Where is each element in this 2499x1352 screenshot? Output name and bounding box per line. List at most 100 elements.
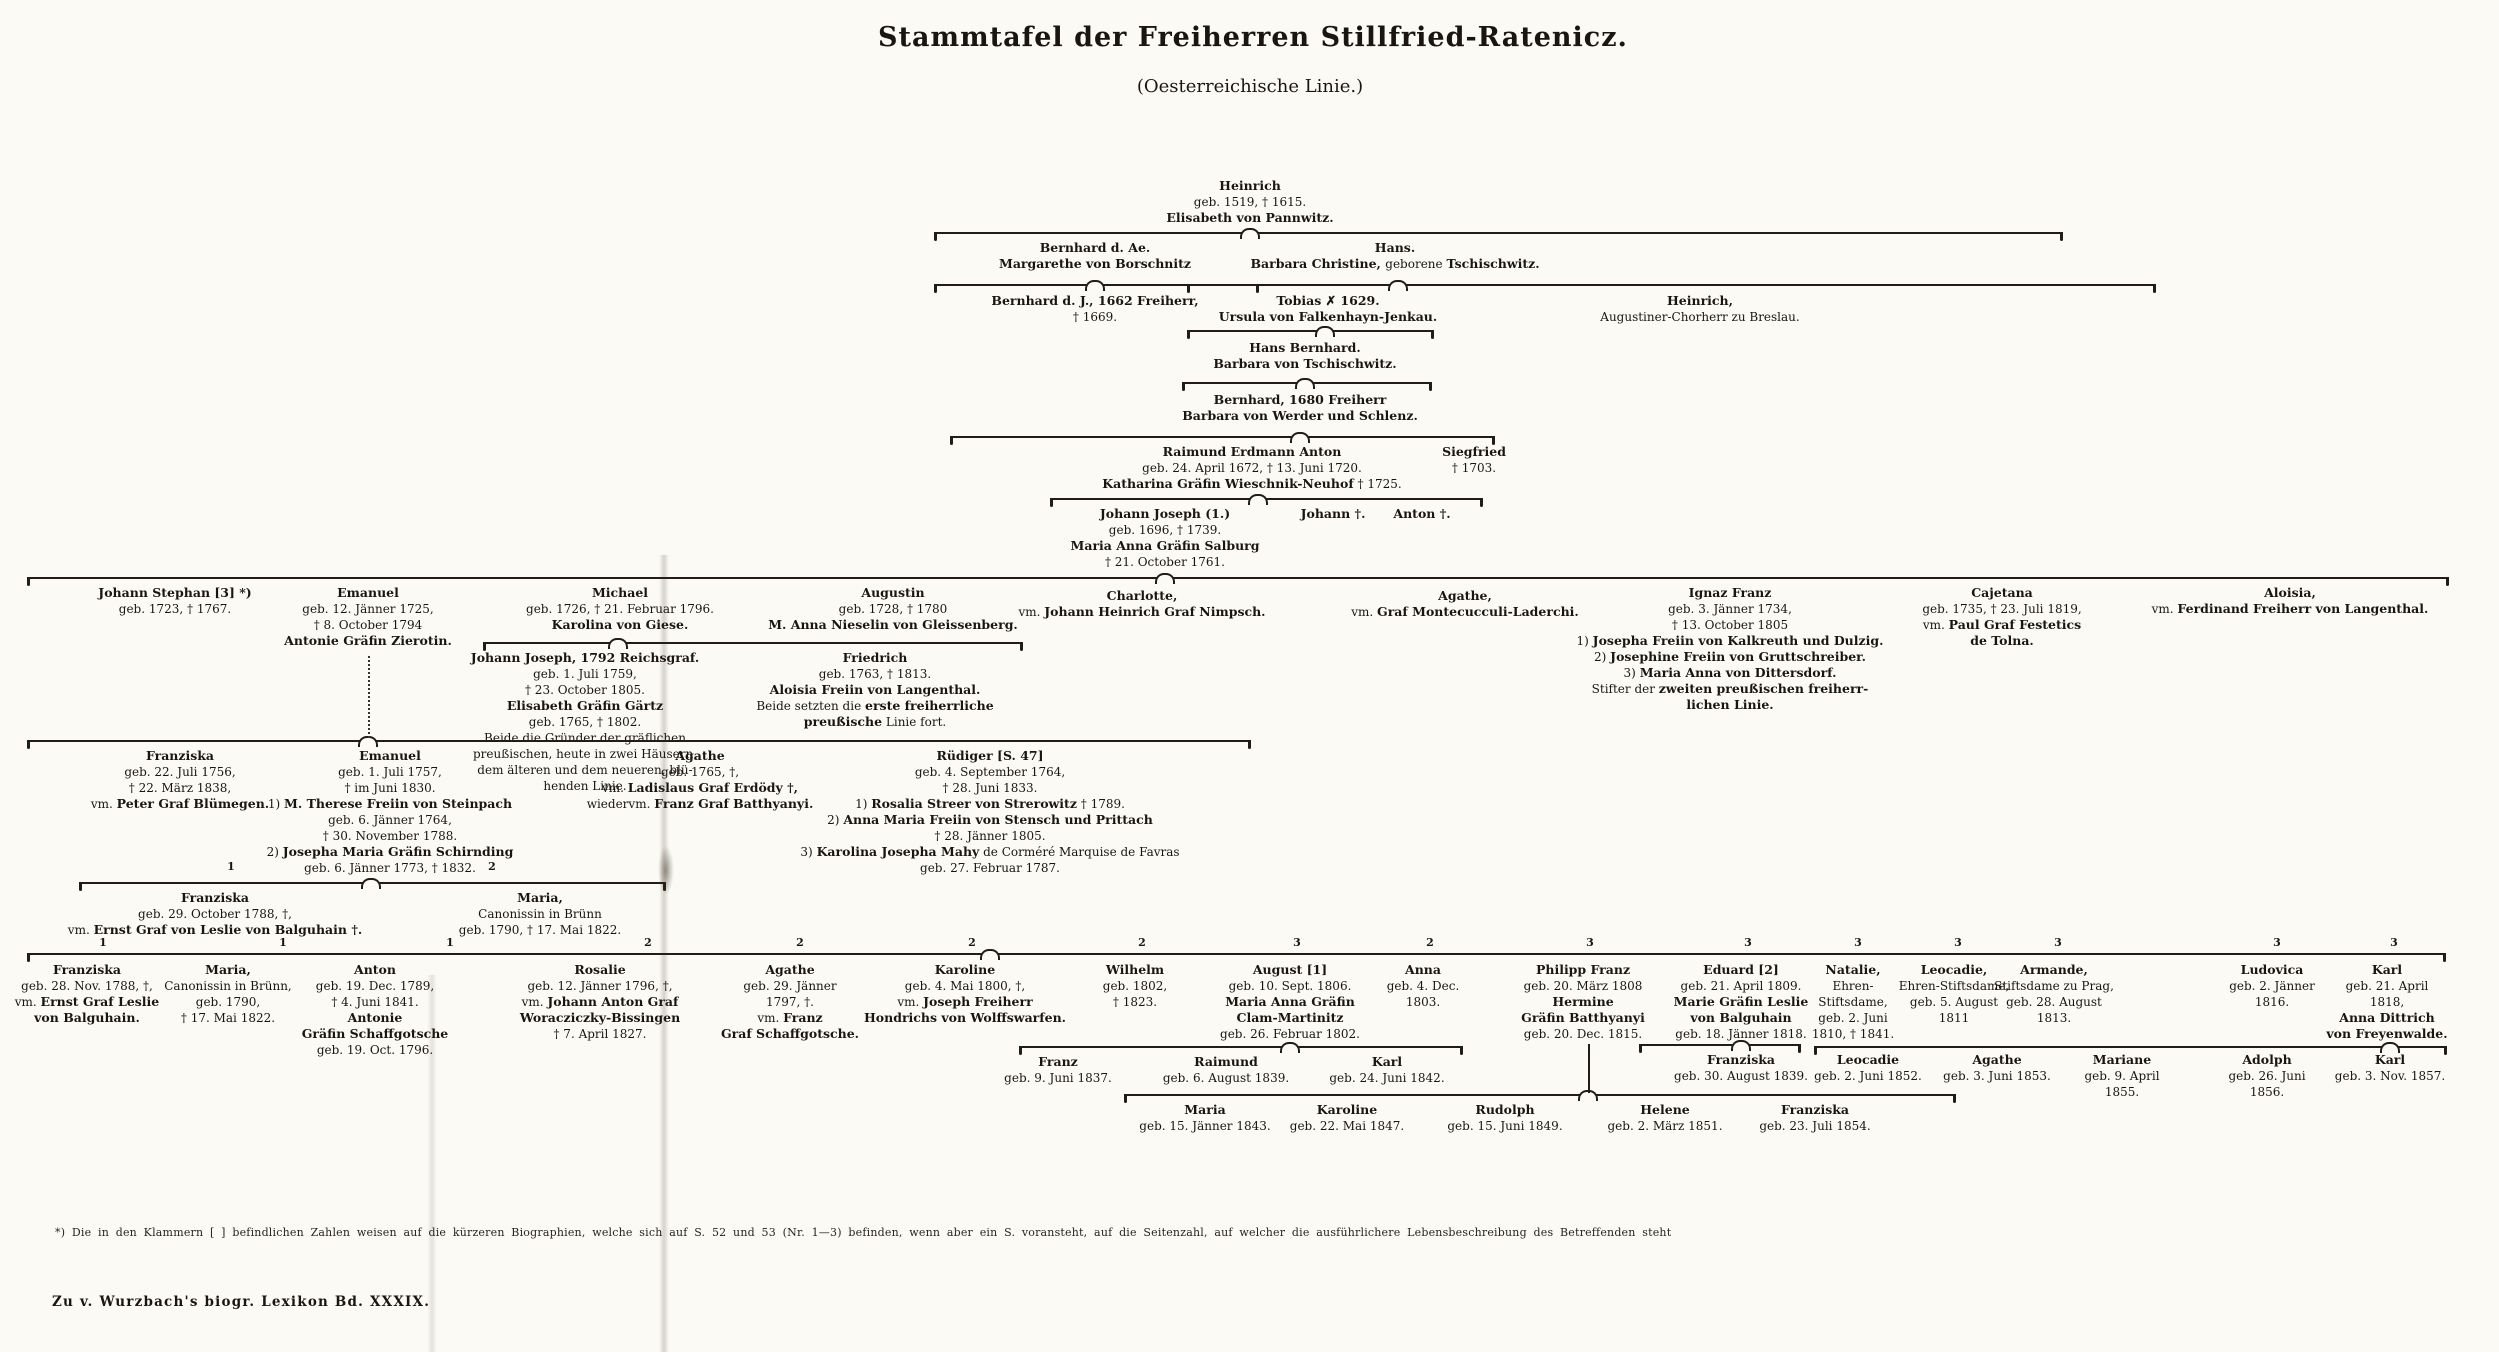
- bracket-peak: [1240, 228, 1260, 239]
- bracket-peak: [608, 638, 628, 649]
- person-text-line: geb. 1696, † 1739.: [1108, 523, 1222, 537]
- person-text-line: Emanuel: [359, 748, 421, 763]
- person-text-line: 1855.: [2104, 1085, 2140, 1099]
- person-text-line: von Balguhain: [1690, 1010, 1792, 1025]
- marriage-number: 3: [1854, 936, 1862, 949]
- person-text-line: geb. 15. Jänner 1843.: [1139, 1119, 1271, 1133]
- person-mariane-1855: Mariane geb. 9. April 1855.: [2084, 1052, 2159, 1100]
- person-text-line: Rüdiger [S. 47]: [936, 748, 1044, 763]
- person-text-line: Ludovica: [2240, 962, 2304, 977]
- person-text-line: geb. 29. October 1788, †,: [138, 907, 292, 921]
- person-text-line: geb. 1802,: [1102, 979, 1168, 993]
- person-text-line: † 13. October 1805: [1671, 618, 1789, 632]
- person-text-line: Barbara Christine, geborene Tschischwitz…: [1250, 256, 1540, 271]
- marriage-number: 1: [279, 936, 287, 949]
- person-text-line: geb. 3. Nov. 1857.: [2334, 1069, 2446, 1083]
- footnote: *) Die in den Klammern [ ] befindlichen …: [55, 1226, 1672, 1239]
- person-text-line: geb. 1. Juli 1759,: [533, 667, 637, 681]
- person-text-line: vm. Paul Graf Festetics: [1922, 617, 2082, 632]
- person-text-line: geb. 5. August: [1909, 995, 1999, 1009]
- person-text-line: Canonissin in Brünn: [478, 907, 602, 921]
- person-text-line: † 28. Juni 1833.: [942, 781, 1038, 795]
- person-ruediger-s47: Rüdiger [S. 47] geb. 4. September 1764, † …: [800, 748, 1179, 876]
- person-text-line: geb. 19. Dec. 1789,: [315, 979, 435, 993]
- person-text-line: Maria,: [517, 890, 563, 905]
- person-karl-1842: Karl geb. 24. Juni 1842.: [1329, 1054, 1444, 1086]
- person-text-line: geb. 29. Jänner: [743, 979, 837, 993]
- person-eduard-1809: Eduard [2] geb. 21. April 1809. Marie Gräf…: [1674, 962, 1809, 1042]
- marriage-number: 3: [1586, 936, 1594, 949]
- person-text-line: Clam-Martinitz: [1236, 1010, 1344, 1025]
- person-maria-1790-canonissin: Maria, Canonissin in Brünn geb. 1790, † 17…: [459, 890, 621, 938]
- person-karoline-1847: Karoline geb. 22. Mai 1847.: [1290, 1102, 1404, 1134]
- person-text-line: † 1823.: [1112, 995, 1158, 1009]
- person-text-line: geb. 12. Jänner 1725,: [302, 602, 434, 616]
- person-text-line: Karolina von Giese.: [551, 617, 689, 632]
- person-text-line: Michael: [591, 585, 649, 600]
- marriage-number: 1: [99, 936, 107, 949]
- person-text-line: Friedrich: [842, 650, 908, 665]
- page-subtitle: (Oesterreichische Linie.): [1136, 76, 1364, 97]
- person-bernhard-d-ae: Bernhard d. Ae. Margarethe von Borschnitz: [999, 240, 1191, 272]
- person-text-line: vm. Peter Graf Blümegen.: [90, 796, 270, 811]
- person-text-line: Rosalie: [574, 962, 626, 977]
- person-text-line: Gräfin Schaffgotsche: [301, 1026, 449, 1041]
- person-text-line: geb. 1726, † 21. Februar 1796.: [526, 602, 714, 616]
- person-text-line: vm. Ernst Graf von Leslie von Balguhain …: [67, 922, 363, 937]
- person-text-line: geb. 1519, † 1615.: [1193, 195, 1307, 209]
- bracket-peak: [1290, 432, 1310, 443]
- person-leocadie-1811: Leocadie, Ehren-Stiftsdame, geb. 5. August…: [1899, 962, 2010, 1026]
- person-text-line: Stiftsdame,: [1818, 995, 1888, 1009]
- person-text-line: Bernhard, 1680 Freiherr: [1213, 392, 1387, 407]
- marriage-number: 2: [644, 936, 652, 949]
- person-text-line: Heinrich: [1219, 178, 1281, 193]
- person-text-line: Elisabeth Gräfin Gärtz: [506, 698, 664, 713]
- person-text-line: Franziska: [180, 890, 250, 905]
- person-text-line: geb. 28. Nov. 1788, †,: [21, 979, 153, 993]
- person-text-line: geb. 9. April: [2084, 1069, 2160, 1083]
- person-text-line: Canonissin in Brünn,: [164, 979, 292, 993]
- person-text-line: Hans Bernhard.: [1249, 340, 1361, 355]
- person-johann-stephan: Johann Stephan [3] *) geb. 1723, † 1767.: [98, 585, 251, 617]
- person-text-line: † 4. Juni 1841.: [331, 995, 419, 1009]
- descent-bracket: [1124, 1090, 1956, 1106]
- person-michael-1726: Michael geb. 1726, † 21. Februar 1796. Kar…: [526, 585, 714, 633]
- person-text-line: 1810, † 1841.: [1811, 1027, 1895, 1041]
- person-text-line: wiedervm. Franz Graf Batthyanyi.: [586, 796, 814, 811]
- person-text-line: Aloisia,: [2264, 585, 2316, 600]
- person-text-line: Anna Dittrich: [2339, 1010, 2435, 1025]
- connector-line: [1588, 1044, 1590, 1093]
- person-text-line: 1803.: [1405, 995, 1441, 1009]
- person-text-line: Franziska: [145, 748, 215, 763]
- person-agathe-1765: Agathe geb. 1765, †, vm. Ladislaus Graf Er…: [587, 748, 814, 812]
- person-hans: Hans. Barbara Christine, geborene Tschisc…: [1250, 240, 1539, 272]
- person-agathe-montecucculi: Agathe, vm. Graf Montecucculi-Laderchi.: [1351, 588, 1579, 620]
- person-text-line: henden Linie.: [543, 779, 627, 793]
- marriage-number: 3: [1954, 936, 1962, 949]
- person-text-line: geb. 26. Februar 1802.: [1220, 1027, 1360, 1041]
- person-ignaz-franz-1734: Ignaz Franz geb. 3. Jänner 1734, † 13. Oct…: [1577, 585, 1884, 713]
- person-text-line: Stifter der zweiten preußischen freiherr…: [1591, 681, 1869, 696]
- person-text-line: Stiftsdame zu Prag,: [1994, 979, 2114, 993]
- person-text-line: Bernhard d. J., 1662 Freiherr,: [991, 293, 1199, 308]
- marriage-number: 2: [1138, 936, 1146, 949]
- person-august-1806: August [1] geb. 10. Sept. 1806. Maria Anna…: [1220, 962, 1360, 1042]
- person-text-line: geb. 22. Mai 1847.: [1289, 1119, 1405, 1133]
- person-text-line: geb. 12. Jänner 1796, †,: [527, 979, 673, 993]
- person-johann-gest: Johann †.: [1301, 506, 1366, 522]
- person-text-line: Agathe: [765, 962, 815, 977]
- person-text-line: vm. Ladislaus Graf Erdödy †,: [601, 780, 799, 795]
- marriage-number: 1: [446, 936, 454, 949]
- person-text-line: Natalie,: [1825, 962, 1881, 977]
- bracket-peak: [1085, 280, 1105, 291]
- person-text-line: geb. 3. Juni 1853.: [1943, 1069, 2051, 1083]
- person-text-line: geb. 24. Juni 1842.: [1329, 1071, 1445, 1085]
- person-text-line: geb. 1790,: [195, 995, 261, 1009]
- person-text-line: geb. 20. Dec. 1815.: [1523, 1027, 1643, 1041]
- person-text-line: Anton: [353, 962, 396, 977]
- person-text-line: Karl: [2371, 962, 2403, 977]
- person-text-line: Hans.: [1374, 240, 1416, 255]
- person-text-line: geb. 6. Jänner 1773, † 1832.: [304, 861, 476, 875]
- person-wilhelm-1802: Wilhelm geb. 1802, † 1823.: [1103, 962, 1167, 1010]
